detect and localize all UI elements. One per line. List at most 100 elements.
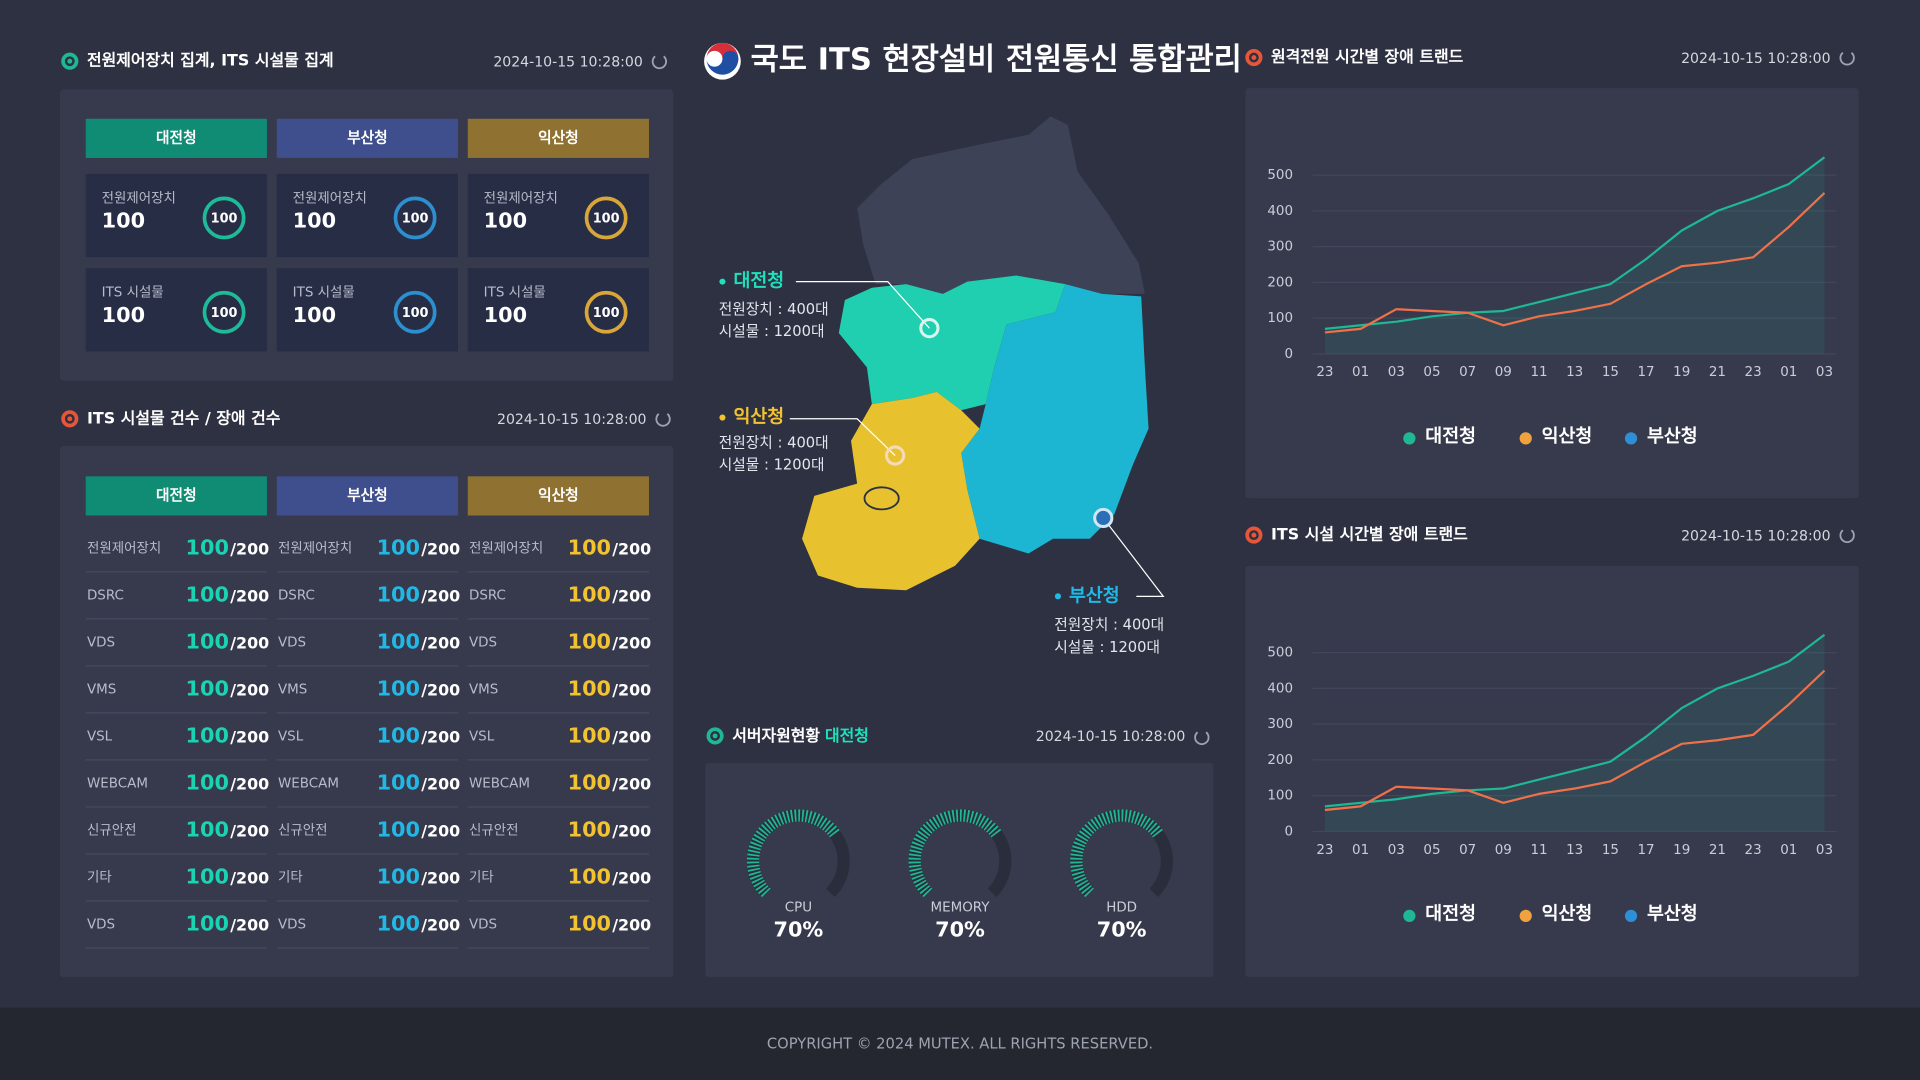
x-tick-label: 05 <box>1423 843 1440 858</box>
x-tick-label: 21 <box>1709 365 1726 380</box>
row-label: 기타 <box>469 870 494 886</box>
x-tick-label: 17 <box>1638 843 1655 858</box>
stat-label: 전원제어장치 <box>102 190 176 206</box>
y-tick-label: 200 <box>1267 753 1293 768</box>
row-value: 100 <box>568 818 611 842</box>
row-label: DSRC <box>278 589 315 604</box>
header-icon-dot <box>712 733 718 739</box>
row-value: 100 <box>186 536 229 560</box>
server-panel <box>705 762 1214 978</box>
header-icon-dot <box>1251 55 1257 60</box>
region-info: 시설물 : 1200대 <box>1054 639 1160 656</box>
agency-tab-label: 익산청 <box>538 128 579 146</box>
row-label: 신규안전 <box>87 823 137 839</box>
row-total: /200 <box>612 915 651 934</box>
row-label: VSL <box>278 730 304 745</box>
stat-card <box>276 173 458 258</box>
stat-card <box>85 268 267 352</box>
stat-value: 100 <box>293 303 336 327</box>
legend-label: 익산청 <box>1542 904 1593 925</box>
timestamp: 2024-10-15 10:28:00 <box>1681 51 1831 67</box>
row-total: /200 <box>421 727 460 746</box>
x-tick-label: 21 <box>1709 843 1726 858</box>
x-tick-label: 01 <box>1352 843 1369 858</box>
row-value: 100 <box>186 818 229 842</box>
row-value: 100 <box>568 724 611 748</box>
ring-gauge <box>584 196 628 240</box>
region-name: 부산청 <box>1069 585 1120 606</box>
row-value: 100 <box>568 912 611 936</box>
facility-panel <box>60 445 674 978</box>
row-total: /200 <box>612 868 651 887</box>
stat-card <box>467 268 649 352</box>
x-tick-label: 13 <box>1566 843 1583 858</box>
region-name: 대전청 <box>733 271 784 292</box>
row-total: /200 <box>421 586 460 605</box>
row-label: WEBCAM <box>87 777 148 792</box>
panel-title: ITS 시설물 건수 / 장애 건수 <box>87 408 281 427</box>
region-info: 전원장치 : 400대 <box>719 434 829 451</box>
x-tick-label: 01 <box>1780 365 1797 380</box>
header-icon <box>706 727 724 745</box>
row-total: /200 <box>612 821 651 840</box>
row-total: /200 <box>421 680 460 699</box>
agency-tab <box>467 118 649 158</box>
timestamp: 2024-10-15 10:28:00 <box>1681 528 1831 544</box>
ring-gauge <box>393 290 437 334</box>
row-value: 100 <box>186 771 229 795</box>
row-label: VDS <box>87 636 115 651</box>
stat-value: 100 <box>102 303 145 327</box>
row-total: /200 <box>612 774 651 793</box>
row-label: DSRC <box>87 589 124 604</box>
row-total: /200 <box>421 868 460 887</box>
x-tick-label: 01 <box>1780 843 1797 858</box>
row-total: /200 <box>612 727 651 746</box>
x-tick-label: 23 <box>1745 365 1762 380</box>
region-dot <box>719 278 726 285</box>
agency-tab <box>276 476 458 516</box>
x-tick-label: 05 <box>1423 365 1440 380</box>
row-total: /200 <box>421 915 460 934</box>
row-label: VDS <box>278 918 306 933</box>
region-info: 전원장치 : 400대 <box>719 301 829 318</box>
row-total: /200 <box>230 586 269 605</box>
stat-label: ITS 시설물 <box>102 285 164 301</box>
stat-label: ITS 시설물 <box>484 285 546 301</box>
gauge-value <box>1070 809 1164 898</box>
x-tick-label: 03 <box>1816 365 1833 380</box>
region-info: 시설물 : 1200대 <box>719 456 825 473</box>
chart-panel <box>1245 565 1859 978</box>
y-tick-label: 100 <box>1267 789 1293 804</box>
x-tick-label: 09 <box>1495 365 1512 380</box>
row-label: 전원제어장치 <box>278 541 352 557</box>
row-total: /200 <box>421 633 460 652</box>
row-label: VDS <box>469 918 497 933</box>
chart-panel <box>1245 88 1859 499</box>
row-label: 신규안전 <box>278 823 328 839</box>
row-value: 100 <box>377 865 420 889</box>
x-tick-label: 11 <box>1530 365 1547 380</box>
emblem <box>704 42 741 80</box>
agency-tab <box>467 476 649 516</box>
x-tick-label: 03 <box>1388 843 1405 858</box>
panel-title: 원격전원 시간별 장애 트랜드 <box>1271 47 1464 66</box>
row-value: 100 <box>377 912 420 936</box>
x-tick-label: 23 <box>1316 843 1333 858</box>
panel-title: 전원제어장치 집계, ITS 시설물 집계 <box>87 51 334 70</box>
x-tick-label: 11 <box>1530 843 1547 858</box>
row-value: 100 <box>568 865 611 889</box>
row-value: 100 <box>568 771 611 795</box>
refresh-icon <box>1839 51 1855 66</box>
agency-tab-label: 부산청 <box>347 129 388 146</box>
agency-tab-label: 대전청 <box>156 129 197 146</box>
agency-tab <box>85 476 267 516</box>
timestamp: 2024-10-15 10:28:00 <box>1036 729 1186 745</box>
agency-tab-label: 부산청 <box>347 487 388 504</box>
ring-label: 100 <box>402 212 429 227</box>
legend-label: 익산청 <box>1542 426 1593 447</box>
map <box>789 116 1165 597</box>
row-value: 100 <box>186 912 229 936</box>
y-tick-label: 500 <box>1267 646 1293 661</box>
panel-title: ITS 시설 시간별 장애 트랜드 <box>1271 525 1468 544</box>
x-tick-label: 19 <box>1673 365 1690 380</box>
